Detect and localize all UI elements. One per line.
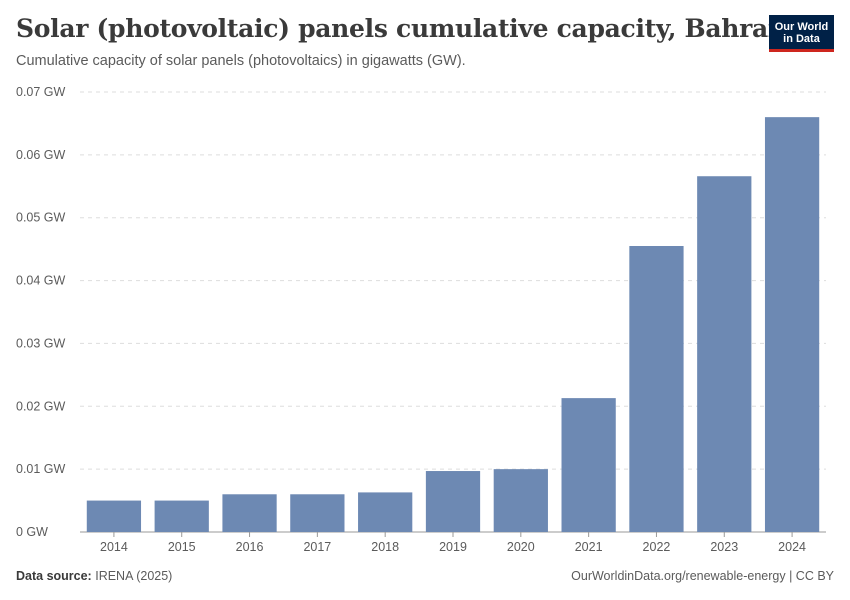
data-source-label: Data source:: [16, 569, 92, 583]
logo-line-1: Our World: [774, 21, 829, 33]
x-tick-label: 2015: [168, 540, 196, 554]
y-tick-label: 0.03 GW: [16, 336, 66, 350]
bar-2023[interactable]: [697, 176, 752, 532]
x-tick-label: 2024: [778, 540, 806, 554]
y-tick-label: 0 GW: [16, 525, 48, 539]
x-axis-ticks: 2014 2015 2016 2017 2018 2019 2020 2021 2022 2023…: [100, 532, 806, 554]
footer-link[interactable]: OurWorldinData.org/renewable-energy | CC…: [571, 569, 834, 583]
logo-line-2: in Data: [783, 33, 820, 45]
data-source-value[interactable]: IRENA (2025): [95, 569, 173, 583]
data-source: Data source: IRENA (2025): [16, 569, 172, 583]
bar-2024[interactable]: [764, 117, 820, 533]
bar-2022[interactable]: [629, 246, 684, 532]
bar-2016[interactable]: [222, 494, 277, 532]
y-axis-ticks: 0 GW 0.01 GW 0.02 GW 0.03 GW 0.04 GW 0.05 GW 0…: [16, 85, 66, 539]
y-tick-label: 0.05 GW: [16, 211, 66, 225]
bar-2015[interactable]: [154, 500, 209, 532]
y-tick-label: 0.07 GW: [16, 85, 66, 99]
y-tick-label: 0.01 GW: [16, 462, 66, 476]
x-tick-label: 2017: [303, 540, 331, 554]
chart-subtitle: Cumulative capacity of solar panels (pho…: [16, 53, 466, 69]
bar-2021[interactable]: [561, 398, 616, 532]
bar-2017[interactable]: [290, 494, 345, 532]
bar-2014[interactable]: [86, 500, 142, 532]
bar-2020[interactable]: [493, 469, 548, 532]
x-tick-label: 2023: [710, 540, 738, 554]
y-tick-label: 0.06 GW: [16, 148, 66, 162]
owid-logo[interactable]: Our World in Data: [769, 15, 834, 52]
x-tick-label: 2019: [439, 540, 467, 554]
bar-2018[interactable]: [358, 492, 413, 532]
bar-2019[interactable]: [425, 471, 481, 532]
y-tick-label: 0.04 GW: [16, 274, 66, 288]
chart-title: Solar (photovoltaic) panels cumulative c…: [16, 14, 795, 43]
x-tick-label: 2018: [371, 540, 399, 554]
x-tick-label: 2016: [236, 540, 264, 554]
x-tick-label: 2014: [100, 540, 128, 554]
bars: [86, 117, 820, 533]
y-tick-label: 0.02 GW: [16, 399, 66, 413]
x-tick-label: 2021: [575, 540, 603, 554]
x-tick-label: 2020: [507, 540, 535, 554]
x-tick-label: 2022: [643, 540, 671, 554]
